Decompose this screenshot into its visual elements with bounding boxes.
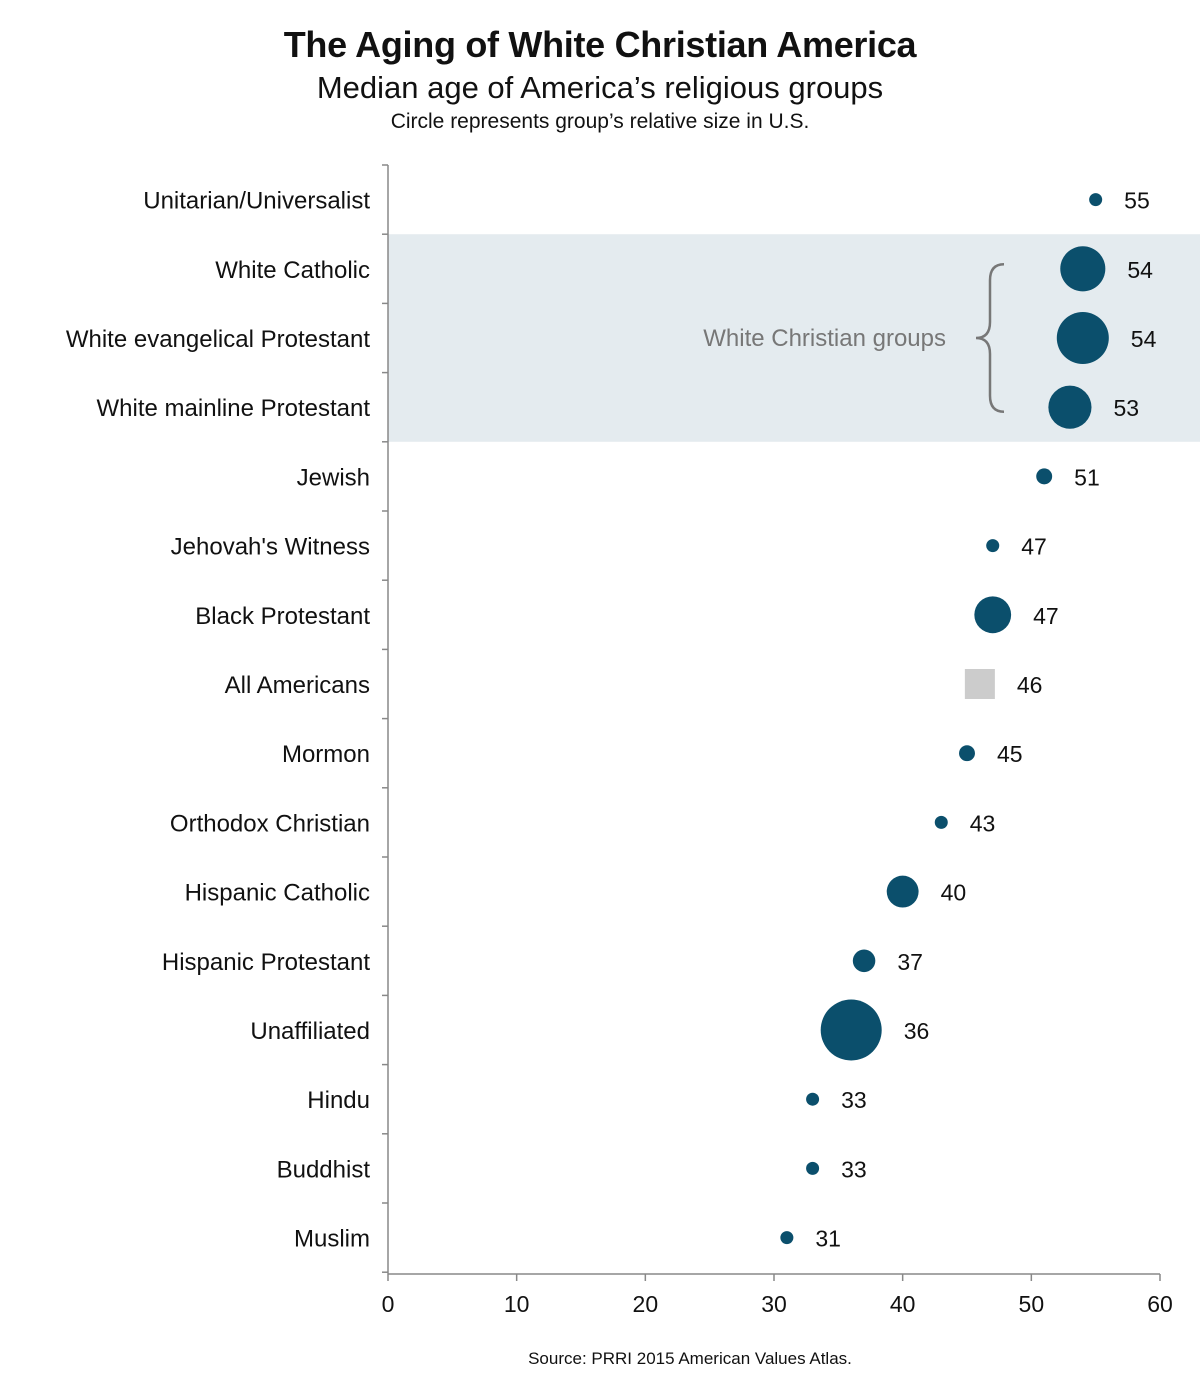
mark-all-americans <box>964 669 995 699</box>
value-label-hindu: 33 <box>841 1087 867 1113</box>
category-label-black-protestant: Black Protestant <box>195 603 370 630</box>
mark-muslim <box>780 1231 794 1245</box>
category-label-hindu: Hindu <box>307 1087 370 1114</box>
mark-unaffiliated <box>820 999 882 1061</box>
x-tick-label-60: 60 <box>1147 1291 1173 1317</box>
source-note: Source: PRRI 2015 American Values Atlas. <box>528 1349 852 1368</box>
category-label-white-evangelical-protestant: White evangelical Protestant <box>66 326 370 353</box>
value-label-buddhist: 33 <box>841 1156 867 1182</box>
category-label-muslim: Muslim <box>294 1226 370 1253</box>
category-label-all-americans: All Americans <box>225 672 370 699</box>
mark-hispanic-protestant <box>852 949 876 973</box>
dot-chart: 0 10 20 30 40 50 60 Unitarian/Universalist Whit… <box>66 164 1200 1317</box>
mark-buddhist <box>806 1161 820 1175</box>
mark-orthodox-christian <box>934 815 948 829</box>
value-label-unaffiliated: 36 <box>904 1018 930 1044</box>
mark-white-mainline-protestant <box>1048 385 1092 429</box>
category-label-buddhist: Buddhist <box>277 1156 371 1183</box>
value-label-white-evangelical-protestant: 54 <box>1131 326 1157 352</box>
mark-mormon <box>959 745 975 762</box>
value-label-mormon: 45 <box>997 741 1023 767</box>
annotation-layer: White Christian groups <box>703 262 1005 414</box>
x-tick-label-30: 30 <box>761 1291 787 1317</box>
category-label-jehovah-s-witness: Jehovah's Witness <box>171 534 370 561</box>
mark-hispanic-catholic <box>886 875 919 908</box>
mark-hindu <box>806 1092 820 1106</box>
value-label-white-catholic: 54 <box>1127 257 1153 283</box>
mark-white-catholic <box>1060 246 1106 292</box>
category-label-hispanic-catholic: Hispanic Catholic <box>185 880 370 907</box>
chart-title: The Aging of White Christian America <box>283 24 917 65</box>
mark-unitarian-universalist <box>1089 193 1103 207</box>
category-label-unitarian-universalist: Unitarian/Universalist <box>143 188 370 215</box>
x-tick-label-50: 50 <box>1019 1291 1045 1317</box>
chart-note: Circle represents group’s relative size … <box>390 110 810 133</box>
mark-jehovah-s-witness <box>986 539 1000 553</box>
value-label-all-americans: 46 <box>1017 672 1043 698</box>
category-label-mormon: Mormon <box>282 741 370 768</box>
value-label-orthodox-christian: 43 <box>970 810 996 836</box>
value-label-hispanic-catholic: 40 <box>941 880 967 906</box>
mark-jewish <box>1036 468 1053 485</box>
white-christian-brace <box>975 262 1005 414</box>
value-label-hispanic-protestant: 37 <box>897 949 923 975</box>
mark-white-evangelical-protestant <box>1056 311 1109 365</box>
x-tick-label-20: 20 <box>633 1291 659 1317</box>
axis-layer: 0 10 20 30 40 50 60 <box>382 164 1173 1317</box>
category-label-orthodox-christian: Orthodox Christian <box>170 810 370 837</box>
value-label-black-protestant: 47 <box>1033 603 1059 629</box>
mark-black-protestant <box>974 596 1012 634</box>
value-label-jewish: 51 <box>1074 464 1100 490</box>
category-label-jewish: Jewish <box>297 464 370 491</box>
x-tick-label-40: 40 <box>890 1291 916 1317</box>
x-tick-label-0: 0 <box>382 1291 395 1317</box>
data-mark-layer <box>780 193 1109 1245</box>
value-label-unitarian-universalist: 55 <box>1124 188 1150 214</box>
chart-subtitle: Median age of America’s religious groups <box>316 70 884 105</box>
value-label-layer: 55 54 54 53 51 47 47 46 45 43 40 37 36 33 33 31 <box>815 188 1156 1252</box>
value-label-jehovah-s-witness: 47 <box>1021 534 1047 560</box>
category-label-hispanic-protestant: Hispanic Protestant <box>162 949 370 976</box>
white-christian-groups-label: White Christian groups <box>703 325 946 352</box>
x-tick-label-10: 10 <box>504 1291 530 1317</box>
category-label-white-mainline-protestant: White mainline Protestant <box>97 395 371 422</box>
category-label-unaffiliated: Unaffiliated <box>250 1018 370 1045</box>
category-label-white-catholic: White Catholic <box>215 257 370 284</box>
value-label-muslim: 31 <box>815 1226 841 1252</box>
value-label-white-mainline-protestant: 53 <box>1114 395 1140 421</box>
category-label-layer: Unitarian/Universalist White Catholic Whit… <box>66 188 371 1253</box>
